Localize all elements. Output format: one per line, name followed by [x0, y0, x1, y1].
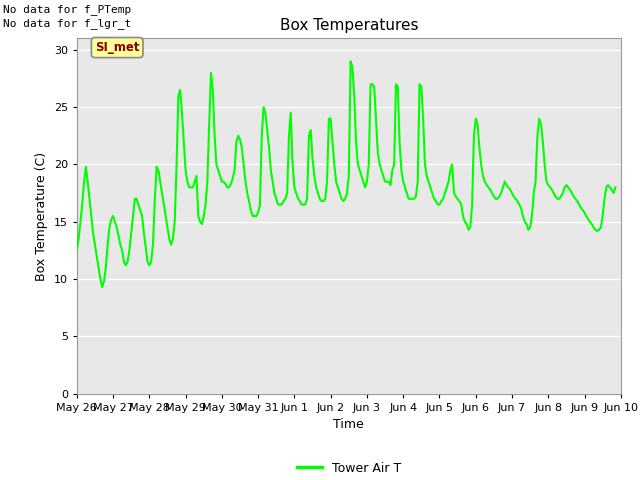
- Text: SI_met: SI_met: [95, 41, 140, 54]
- Text: No data for f_PTemp: No data for f_PTemp: [3, 4, 131, 15]
- Y-axis label: Box Temperature (C): Box Temperature (C): [35, 151, 48, 281]
- Text: No data for f_lgr_t: No data for f_lgr_t: [3, 18, 131, 29]
- X-axis label: Time: Time: [333, 418, 364, 431]
- Title: Box Temperatures: Box Temperatures: [280, 18, 418, 33]
- Legend: Tower Air T: Tower Air T: [292, 456, 406, 480]
